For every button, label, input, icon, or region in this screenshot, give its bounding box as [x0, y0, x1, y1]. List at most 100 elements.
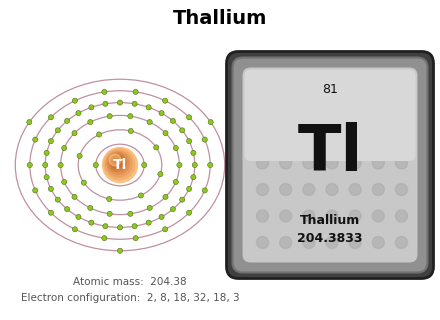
Circle shape	[173, 180, 178, 185]
Circle shape	[187, 115, 192, 120]
Circle shape	[55, 197, 60, 202]
Circle shape	[93, 163, 99, 168]
Circle shape	[102, 89, 107, 94]
Circle shape	[303, 157, 315, 169]
Circle shape	[280, 157, 292, 169]
Circle shape	[33, 137, 38, 142]
Circle shape	[147, 205, 152, 211]
Circle shape	[88, 205, 93, 211]
Circle shape	[133, 236, 138, 241]
Circle shape	[27, 120, 32, 125]
Circle shape	[62, 180, 67, 185]
Circle shape	[257, 77, 268, 90]
Circle shape	[88, 119, 93, 124]
Circle shape	[163, 194, 168, 199]
Circle shape	[65, 207, 70, 212]
Circle shape	[72, 194, 77, 199]
Circle shape	[89, 220, 94, 225]
Circle shape	[81, 180, 86, 185]
Circle shape	[48, 210, 54, 215]
Circle shape	[396, 77, 407, 90]
Circle shape	[103, 101, 108, 106]
Circle shape	[103, 224, 108, 229]
FancyBboxPatch shape	[242, 68, 418, 262]
Circle shape	[202, 137, 207, 142]
Circle shape	[396, 131, 407, 142]
Circle shape	[114, 158, 118, 163]
Text: Thallium: Thallium	[300, 213, 360, 227]
Circle shape	[326, 183, 338, 196]
Circle shape	[280, 183, 292, 196]
Circle shape	[303, 183, 315, 196]
Circle shape	[180, 128, 185, 133]
Circle shape	[48, 186, 53, 191]
Circle shape	[104, 149, 135, 180]
Circle shape	[159, 110, 164, 116]
Circle shape	[349, 157, 361, 169]
Text: Tl: Tl	[297, 122, 363, 184]
Circle shape	[349, 183, 361, 196]
Circle shape	[187, 186, 192, 191]
Circle shape	[133, 89, 138, 94]
Circle shape	[89, 105, 94, 110]
Circle shape	[257, 104, 268, 116]
Circle shape	[280, 236, 292, 249]
Circle shape	[44, 175, 49, 180]
Circle shape	[163, 131, 168, 136]
Circle shape	[170, 118, 176, 124]
Circle shape	[102, 236, 107, 241]
Circle shape	[396, 157, 407, 169]
Circle shape	[303, 131, 315, 142]
Circle shape	[147, 119, 152, 124]
Circle shape	[72, 227, 77, 232]
Circle shape	[372, 157, 384, 169]
Circle shape	[158, 172, 163, 177]
FancyBboxPatch shape	[227, 52, 433, 278]
Circle shape	[191, 175, 196, 180]
Circle shape	[303, 77, 315, 90]
Circle shape	[48, 139, 53, 144]
Circle shape	[107, 114, 112, 119]
Circle shape	[146, 105, 151, 110]
Circle shape	[372, 210, 384, 222]
Circle shape	[72, 98, 77, 103]
FancyBboxPatch shape	[232, 58, 428, 273]
Text: Tl: Tl	[113, 158, 127, 172]
Circle shape	[117, 225, 123, 230]
Circle shape	[109, 154, 121, 166]
Circle shape	[257, 210, 268, 222]
Circle shape	[280, 131, 292, 142]
Circle shape	[128, 211, 133, 216]
Circle shape	[112, 157, 121, 166]
Circle shape	[349, 77, 361, 90]
Circle shape	[65, 118, 70, 124]
Circle shape	[326, 131, 338, 142]
Circle shape	[162, 98, 168, 103]
Circle shape	[48, 115, 54, 120]
Circle shape	[396, 104, 407, 116]
Circle shape	[43, 163, 48, 168]
Circle shape	[349, 236, 361, 249]
Circle shape	[257, 157, 268, 169]
Circle shape	[173, 146, 178, 151]
Circle shape	[72, 131, 77, 136]
Circle shape	[202, 188, 207, 193]
Text: Electron configuration:  2, 8, 18, 32, 18, 3: Electron configuration: 2, 8, 18, 32, 18…	[21, 293, 239, 303]
Circle shape	[117, 248, 123, 253]
Circle shape	[162, 227, 168, 232]
Circle shape	[180, 197, 185, 202]
Circle shape	[128, 114, 133, 119]
Circle shape	[76, 214, 81, 220]
Text: Thallium: Thallium	[173, 9, 267, 28]
Circle shape	[132, 224, 137, 229]
Circle shape	[103, 148, 137, 182]
Circle shape	[372, 104, 384, 116]
Circle shape	[303, 236, 315, 249]
Circle shape	[257, 131, 268, 142]
Circle shape	[106, 151, 132, 177]
Circle shape	[208, 163, 213, 168]
Circle shape	[372, 183, 384, 196]
Circle shape	[77, 153, 82, 158]
Circle shape	[58, 163, 63, 168]
Circle shape	[33, 188, 38, 193]
